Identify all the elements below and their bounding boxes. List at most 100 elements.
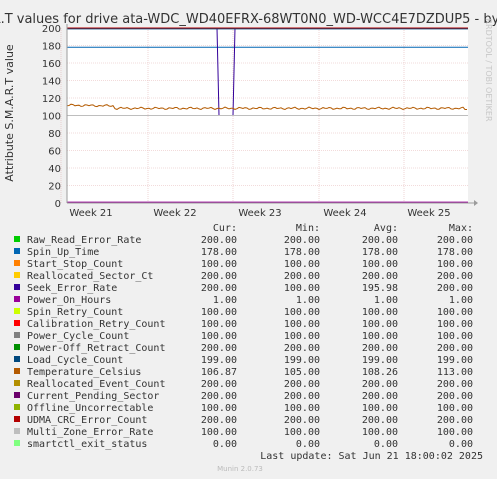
legend-value: 200.00: [284, 379, 320, 390]
legend-value: 100.00: [362, 307, 398, 318]
y-tick-label: 60: [48, 147, 61, 158]
munin-footer: Munin 2.0.73: [217, 465, 263, 473]
legend-value: 200.00: [437, 271, 473, 282]
legend-value: 0.00: [449, 439, 473, 450]
y-axis-label: Attribute S.M.A.R.T value: [3, 44, 16, 182]
x-tick-label: Week 25: [407, 208, 450, 219]
legend-value: 200.00: [201, 343, 237, 354]
legend-swatch: [14, 380, 20, 386]
legend-value: 100.00: [437, 259, 473, 270]
legend-value: 100.00: [201, 259, 237, 270]
legend-value: 200.00: [362, 415, 398, 426]
legend-label: smartctl_exit_status: [27, 439, 147, 450]
legend-header: Avg:: [374, 223, 398, 234]
legend-label: Power-Off_Retract_Count: [27, 343, 165, 354]
legend-value: 200.00: [201, 283, 237, 294]
legend-swatch: [14, 368, 20, 374]
legend-value: 100.00: [362, 319, 398, 330]
legend-value: 195.98: [362, 283, 398, 294]
legend-value: 1.00: [296, 295, 320, 306]
rrdtool-credit: RRDTOOL / TOBI OETIKER: [484, 18, 493, 121]
y-tick-label: 100: [42, 112, 61, 123]
x-tick-label: Week 21: [69, 208, 112, 219]
legend-value: 100.00: [201, 403, 237, 414]
legend-value: 100.00: [437, 307, 473, 318]
legend-value: 200.00: [362, 343, 398, 354]
legend-label: Calibration_Retry_Count: [27, 319, 165, 330]
legend-value: 199.00: [284, 355, 320, 366]
legend-swatch: [14, 428, 20, 434]
legend-value: 200.00: [437, 391, 473, 402]
legend-value: 200.00: [437, 379, 473, 390]
legend-value: 199.00: [201, 355, 237, 366]
legend-value: 178.00: [201, 247, 237, 258]
x-tick-label: Week 22: [153, 208, 196, 219]
legend-value: 100.00: [437, 427, 473, 438]
legend-swatch: [14, 260, 20, 266]
legend-swatch: [14, 356, 20, 362]
legend-value: 100.00: [201, 319, 237, 330]
legend-label: Start_Stop_Count: [27, 259, 123, 270]
x-tick-label: Week 23: [238, 208, 281, 219]
legend-value: 100.00: [284, 319, 320, 330]
legend-value: 100.00: [201, 331, 237, 342]
legend-value: 100.00: [201, 427, 237, 438]
legend-value: 200.00: [362, 271, 398, 282]
legend-value: 0.00: [213, 439, 237, 450]
legend-header: Max:: [449, 223, 473, 234]
legend-swatch: [14, 332, 20, 338]
legend-swatch: [14, 320, 20, 326]
legend-value: 200.00: [437, 283, 473, 294]
legend-value: 100.00: [284, 427, 320, 438]
legend-value: 100.00: [362, 427, 398, 438]
legend-value: 178.00: [437, 247, 473, 258]
legend-swatch: [14, 236, 20, 242]
y-tick-label: 160: [42, 59, 61, 70]
legend-swatch: [14, 284, 20, 290]
series-line-temperature-celsius: [66, 103, 467, 111]
legend-value: 200.00: [284, 343, 320, 354]
legend-value: 105.00: [284, 367, 320, 378]
x-tick-label: Week 24: [323, 208, 366, 219]
legend-value: 1.00: [374, 295, 398, 306]
legend-value: 113.00: [437, 367, 473, 378]
y-tick-label: 200: [42, 24, 61, 35]
legend-label: Seek_Error_Rate: [27, 283, 117, 294]
legend-label: Load_Cycle_Count: [27, 355, 123, 366]
legend-header: Min:: [296, 223, 320, 234]
legend-value: 100.00: [437, 403, 473, 414]
legend-label: Current_Pending_Sector: [27, 391, 159, 402]
legend-value: 0.00: [296, 439, 320, 450]
legend-swatch: [14, 272, 20, 278]
y-tick-label: 20: [48, 182, 61, 193]
legend-label: Power_On_Hours: [27, 295, 111, 306]
legend-value: 200.00: [201, 415, 237, 426]
legend-label: Power_Cycle_Count: [27, 331, 129, 342]
legend-label: Temperature_Celsius: [27, 367, 141, 378]
legend-label: Spin_Retry_Count: [27, 307, 123, 318]
x-axis-arrow: [474, 200, 478, 206]
legend-swatch: [14, 344, 20, 350]
legend-value: 200.00: [201, 391, 237, 402]
legend-value: 200.00: [284, 235, 320, 246]
last-update: Last update: Sat Jun 21 18:00:02 2025: [260, 451, 483, 462]
legend-value: 178.00: [284, 247, 320, 258]
legend-label: UDMA_CRC_Error_Count: [27, 415, 147, 426]
legend-label: Reallocated_Event_Count: [27, 379, 165, 390]
y-tick-label: 40: [48, 164, 61, 175]
legend-swatch: [14, 416, 20, 422]
legend-value: 200.00: [437, 343, 473, 354]
legend-value: 199.00: [437, 355, 473, 366]
legend-value: 100.00: [284, 331, 320, 342]
y-tick-label: 80: [48, 129, 61, 140]
legend-value: 200.00: [437, 235, 473, 246]
legend-value: 200.00: [201, 379, 237, 390]
legend-value: 200.00: [362, 391, 398, 402]
legend-value: 106.87: [201, 367, 237, 378]
legend-swatch: [14, 296, 20, 302]
legend-value: 108.26: [362, 367, 398, 378]
legend-label: Spin_Up_Time: [27, 247, 99, 258]
legend-swatch: [14, 248, 20, 254]
legend-value: 100.00: [437, 319, 473, 330]
legend-value: 200.00: [362, 235, 398, 246]
